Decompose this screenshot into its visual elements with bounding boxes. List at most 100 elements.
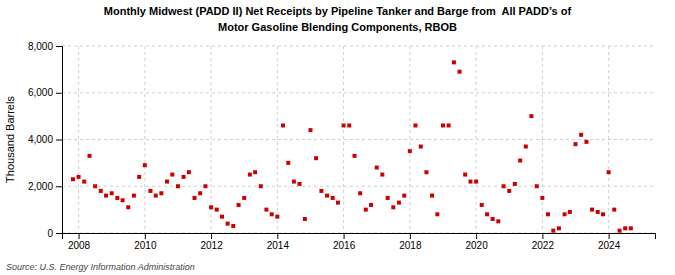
point: [507, 189, 511, 193]
grid-line: [62, 92, 655, 93]
point: [298, 182, 302, 186]
tick-mark: [211, 233, 212, 239]
point: [237, 203, 241, 207]
point: [193, 196, 197, 200]
tick-label: 2008: [68, 240, 91, 251]
tick: 2020: [465, 233, 488, 251]
point: [612, 208, 616, 212]
point: [369, 203, 373, 207]
point: [220, 215, 224, 219]
point: [281, 123, 285, 127]
point: [573, 142, 577, 146]
tick-label: 2012: [200, 240, 223, 251]
grid-line: [62, 139, 655, 140]
point: [226, 222, 230, 226]
point: [275, 215, 279, 219]
point: [579, 133, 583, 137]
tick-label: 2022: [532, 240, 555, 251]
grid-line: [542, 46, 543, 233]
point: [264, 208, 268, 212]
tick-mark: [476, 233, 477, 239]
point: [353, 154, 357, 158]
point: [408, 149, 412, 153]
point: [308, 128, 312, 132]
title: Monthly Midwest (PADD II) Net Receipts b…: [104, 5, 572, 17]
tick-label: 2010: [134, 240, 157, 251]
point: [568, 210, 572, 214]
tick-mark: [56, 46, 62, 47]
point: [342, 123, 346, 127]
tick-label: 2014: [267, 240, 290, 251]
point: [104, 194, 108, 198]
point: [485, 212, 489, 216]
point: [435, 212, 439, 216]
grid-line: [62, 46, 655, 47]
grid-line: [608, 46, 609, 233]
tick: 2022: [532, 233, 555, 251]
tick-label: 4,000: [28, 134, 53, 145]
tick-label: 2,000: [28, 181, 53, 192]
point: [375, 166, 379, 170]
point: [242, 196, 246, 200]
point: [551, 229, 555, 233]
point: [629, 226, 633, 230]
point: [623, 226, 627, 230]
tick-mark: [56, 186, 62, 187]
point: [203, 184, 207, 188]
point: [182, 175, 186, 179]
tick-mark: [410, 233, 411, 239]
tick: 2,000: [28, 181, 62, 192]
point: [496, 219, 500, 223]
x-axis: 200820102012201420162018202020222024: [63, 233, 656, 251]
tick-label: 2018: [399, 240, 422, 251]
tick-mark: [609, 233, 610, 239]
point: [424, 170, 428, 174]
point: [165, 180, 169, 184]
point: [596, 210, 600, 214]
point: [121, 198, 125, 202]
grid-line: [78, 46, 79, 233]
point: [215, 208, 219, 212]
point: [82, 180, 86, 184]
point: [115, 196, 119, 200]
point: [590, 208, 594, 212]
tick: 0: [47, 228, 62, 239]
point: [563, 212, 567, 216]
point: [270, 212, 274, 216]
tick: 2010: [134, 233, 157, 251]
point: [314, 156, 318, 160]
point: [253, 170, 257, 174]
tick-label: 8,000: [28, 41, 53, 52]
tick-mark: [79, 233, 80, 239]
tick-label: 6,000: [28, 87, 53, 98]
point: [402, 194, 406, 198]
point: [303, 217, 307, 221]
point: [159, 191, 163, 195]
grid-line: [211, 46, 212, 233]
chart: Monthly Midwest (PADD II) Net Receipts b…: [0, 0, 675, 275]
point: [154, 194, 158, 198]
point: [358, 191, 362, 195]
tick: 2024: [598, 233, 621, 251]
tick-mark: [56, 93, 62, 94]
point: [286, 161, 290, 165]
point: [170, 173, 174, 177]
grid-line: [343, 46, 344, 233]
grid-line: [144, 46, 145, 233]
point: [380, 173, 384, 177]
point: [601, 212, 605, 216]
tick-mark: [277, 233, 278, 239]
point: [137, 175, 141, 179]
grid-line: [476, 46, 477, 233]
point: [447, 123, 451, 127]
tick: 4,000: [28, 134, 62, 145]
point: [336, 201, 340, 205]
point: [292, 180, 296, 184]
point: [87, 154, 91, 158]
point: [618, 229, 622, 233]
point: [364, 208, 368, 212]
point: [540, 196, 544, 200]
point: [176, 184, 180, 188]
point: [126, 205, 130, 209]
grid: [62, 46, 655, 233]
